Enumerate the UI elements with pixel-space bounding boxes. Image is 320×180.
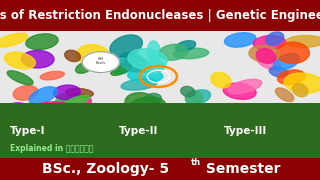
Ellipse shape	[0, 33, 28, 47]
Ellipse shape	[133, 59, 165, 75]
Ellipse shape	[292, 84, 308, 97]
Ellipse shape	[4, 52, 36, 69]
Ellipse shape	[55, 94, 70, 113]
Ellipse shape	[276, 88, 294, 102]
Ellipse shape	[76, 62, 93, 73]
Text: Types of Restriction Endonucleases | Genetic Engineering: Types of Restriction Endonucleases | Gen…	[0, 9, 320, 22]
Ellipse shape	[266, 32, 284, 45]
Ellipse shape	[145, 93, 162, 105]
Ellipse shape	[110, 35, 142, 57]
Ellipse shape	[124, 55, 153, 72]
Ellipse shape	[109, 59, 132, 74]
FancyBboxPatch shape	[0, 0, 320, 31]
Ellipse shape	[21, 50, 54, 68]
Ellipse shape	[125, 93, 160, 116]
Text: th: th	[191, 158, 202, 167]
Ellipse shape	[7, 71, 33, 85]
Text: BSc., Zoology- 5: BSc., Zoology- 5	[42, 162, 169, 176]
Ellipse shape	[203, 107, 238, 121]
Ellipse shape	[148, 41, 160, 64]
Ellipse shape	[261, 105, 293, 116]
Ellipse shape	[159, 44, 188, 60]
Ellipse shape	[40, 71, 64, 80]
Ellipse shape	[285, 35, 320, 47]
Ellipse shape	[164, 108, 185, 123]
FancyBboxPatch shape	[0, 31, 320, 124]
Ellipse shape	[121, 79, 157, 90]
Ellipse shape	[119, 52, 147, 72]
Ellipse shape	[63, 95, 89, 107]
Ellipse shape	[249, 45, 279, 62]
Text: Type-I: Type-I	[10, 126, 45, 136]
Ellipse shape	[8, 103, 39, 122]
Ellipse shape	[211, 72, 231, 88]
Text: Type-II: Type-II	[118, 126, 158, 136]
Ellipse shape	[76, 45, 110, 67]
Ellipse shape	[52, 100, 73, 112]
Ellipse shape	[187, 90, 211, 104]
Text: Explained in తెలుగు: Explained in తెలుగు	[10, 144, 93, 153]
Ellipse shape	[181, 86, 195, 97]
Ellipse shape	[128, 70, 163, 82]
Ellipse shape	[175, 41, 196, 51]
Ellipse shape	[128, 49, 167, 70]
Ellipse shape	[276, 42, 309, 64]
Ellipse shape	[66, 88, 93, 97]
Ellipse shape	[26, 34, 58, 50]
Ellipse shape	[204, 103, 233, 114]
Ellipse shape	[127, 97, 166, 119]
Ellipse shape	[185, 91, 203, 105]
Ellipse shape	[257, 55, 281, 70]
Circle shape	[82, 52, 119, 73]
Ellipse shape	[253, 35, 285, 50]
FancyBboxPatch shape	[0, 103, 320, 158]
Ellipse shape	[53, 85, 80, 100]
Ellipse shape	[65, 50, 81, 62]
Ellipse shape	[223, 83, 256, 99]
Ellipse shape	[284, 73, 320, 93]
Ellipse shape	[256, 49, 276, 63]
Ellipse shape	[111, 62, 132, 75]
Ellipse shape	[277, 70, 305, 84]
Text: Type-III: Type-III	[224, 126, 267, 136]
Ellipse shape	[29, 87, 57, 104]
Ellipse shape	[64, 94, 91, 109]
Ellipse shape	[38, 102, 75, 110]
Ellipse shape	[173, 48, 209, 59]
Ellipse shape	[13, 86, 38, 100]
FancyBboxPatch shape	[0, 158, 320, 180]
Ellipse shape	[228, 79, 262, 94]
Ellipse shape	[82, 105, 97, 115]
Ellipse shape	[269, 67, 288, 77]
Text: Semester: Semester	[201, 162, 280, 176]
Ellipse shape	[224, 33, 256, 47]
Ellipse shape	[273, 54, 299, 70]
Text: HSR
Bioinfo: HSR Bioinfo	[96, 57, 106, 66]
